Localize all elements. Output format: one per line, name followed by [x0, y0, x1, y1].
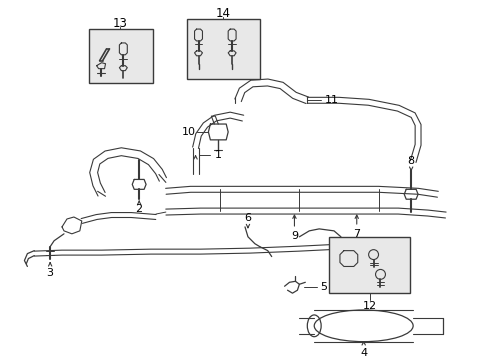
Text: 2: 2 — [135, 204, 142, 214]
Bar — [88, 29, 153, 84]
Text: 3: 3 — [46, 269, 54, 278]
Bar — [328, 237, 409, 293]
Text: 12: 12 — [362, 301, 376, 311]
Text: 10: 10 — [181, 127, 195, 137]
Text: 14: 14 — [215, 7, 230, 20]
Text: 7: 7 — [352, 229, 360, 239]
Bar — [186, 19, 259, 78]
Text: 4: 4 — [359, 347, 366, 357]
Text: 8: 8 — [407, 156, 414, 166]
Text: 1: 1 — [214, 150, 222, 160]
Text: 13: 13 — [113, 17, 127, 30]
Text: 5: 5 — [320, 282, 327, 292]
Text: 6: 6 — [244, 213, 251, 223]
Text: 11: 11 — [325, 95, 338, 105]
Text: 9: 9 — [290, 231, 297, 241]
